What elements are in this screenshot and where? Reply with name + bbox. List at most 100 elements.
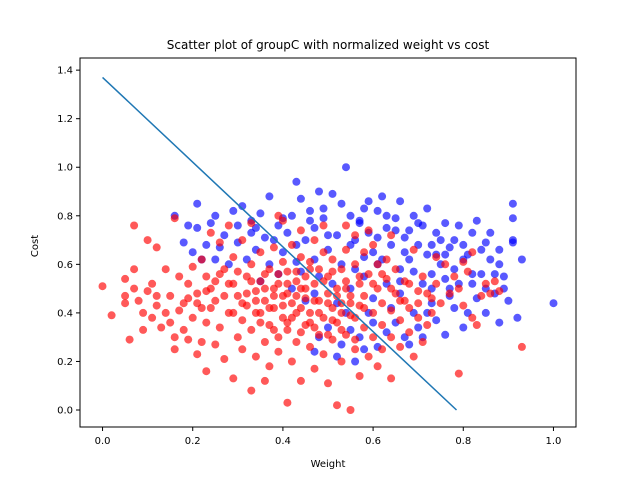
blue-data-point [287,211,296,220]
red-data-point [260,296,269,305]
red-data-point [287,357,296,366]
red-data-point [296,253,305,262]
red-data-point [432,279,441,288]
red-data-point [324,299,332,308]
red-data-point [373,260,382,269]
blue-data-point [184,221,193,230]
blue-data-point [387,240,396,249]
red-data-point [328,267,337,276]
blue-data-point [306,216,314,225]
blue-data-point [351,357,360,366]
blue-data-point [513,313,522,322]
red-data-point [472,321,481,329]
red-data-point [296,304,305,312]
red-data-point [310,279,319,288]
red-data-point [355,372,364,380]
blue-data-point [238,202,247,211]
blue-data-point [459,240,468,249]
red-data-point [378,299,387,308]
blue-data-point [278,248,287,257]
blue-data-point [346,211,355,220]
red-data-point [121,274,130,283]
red-data-point [310,364,319,373]
blue-data-point [378,192,387,201]
red-data-point [315,265,323,274]
red-data-point [130,221,139,230]
red-data-point [148,313,157,322]
red-data-point [337,357,346,366]
red-data-point [301,294,310,303]
x-tick-label: 0.4 [275,436,291,447]
red-data-point [211,277,220,286]
blue-data-point [337,340,346,349]
red-data-point [143,236,152,245]
red-data-point [369,308,378,317]
blue-data-point [333,231,341,240]
red-data-point [360,291,369,300]
red-data-point [306,342,314,351]
blue-data-point [450,236,459,245]
red-data-point [342,284,350,293]
red-data-point [292,338,301,346]
blue-data-point [418,279,427,288]
blue-data-point [441,274,450,283]
red-data-point [269,243,278,252]
blue-data-point [382,223,391,232]
chart-title: Scatter plot of groupC with normalized w… [167,38,490,52]
x-tick-label: 0.2 [185,436,201,447]
blue-data-point [549,299,558,308]
red-data-point [247,277,256,286]
red-data-point [152,291,161,300]
red-data-point [292,291,301,300]
red-data-point [229,374,238,383]
blue-data-point [414,219,423,228]
red-data-point [188,313,197,322]
red-data-point [274,211,283,220]
blue-data-point [441,250,450,259]
red-data-point [292,267,301,276]
red-data-point [351,260,360,269]
red-data-point [405,279,414,288]
red-data-point [319,248,328,257]
y-axis-label: Cost [30,235,41,257]
red-data-point [360,323,369,332]
red-data-point [233,291,242,300]
red-data-point [287,299,296,308]
red-data-point [333,291,341,300]
regression-line-layer [102,76,458,411]
red-data-point [315,308,323,317]
red-data-point [98,282,107,291]
blue-data-point [310,223,319,232]
blue-data-point [441,330,450,339]
blue-data-point [211,255,220,264]
red-data-point [278,257,287,266]
blue-data-point [256,209,265,218]
red-data-point [486,289,495,298]
blue-data-point [409,267,418,276]
red-data-point [238,236,247,245]
red-data-point [251,296,260,305]
red-data-point [414,313,423,322]
blue-data-point [495,318,504,327]
blue-data-point [508,199,517,208]
blue-data-point [436,236,445,245]
red-data-point [283,267,292,276]
red-data-point [148,279,157,288]
blue-data-point [391,214,400,223]
red-data-point [396,342,405,351]
red-data-point [324,289,332,298]
blue-data-point [364,197,373,206]
red-data-point [269,325,278,334]
blue-data-point [490,270,499,279]
red-data-point [342,221,350,230]
blue-data-point [468,228,477,237]
red-data-point [179,325,188,334]
red-data-point [202,287,211,296]
red-data-point [161,308,170,317]
blue-data-point [328,189,337,198]
red-data-point [202,272,211,281]
blue-data-point [405,226,414,235]
blue-data-point [427,270,436,279]
red-data-point [215,323,224,332]
